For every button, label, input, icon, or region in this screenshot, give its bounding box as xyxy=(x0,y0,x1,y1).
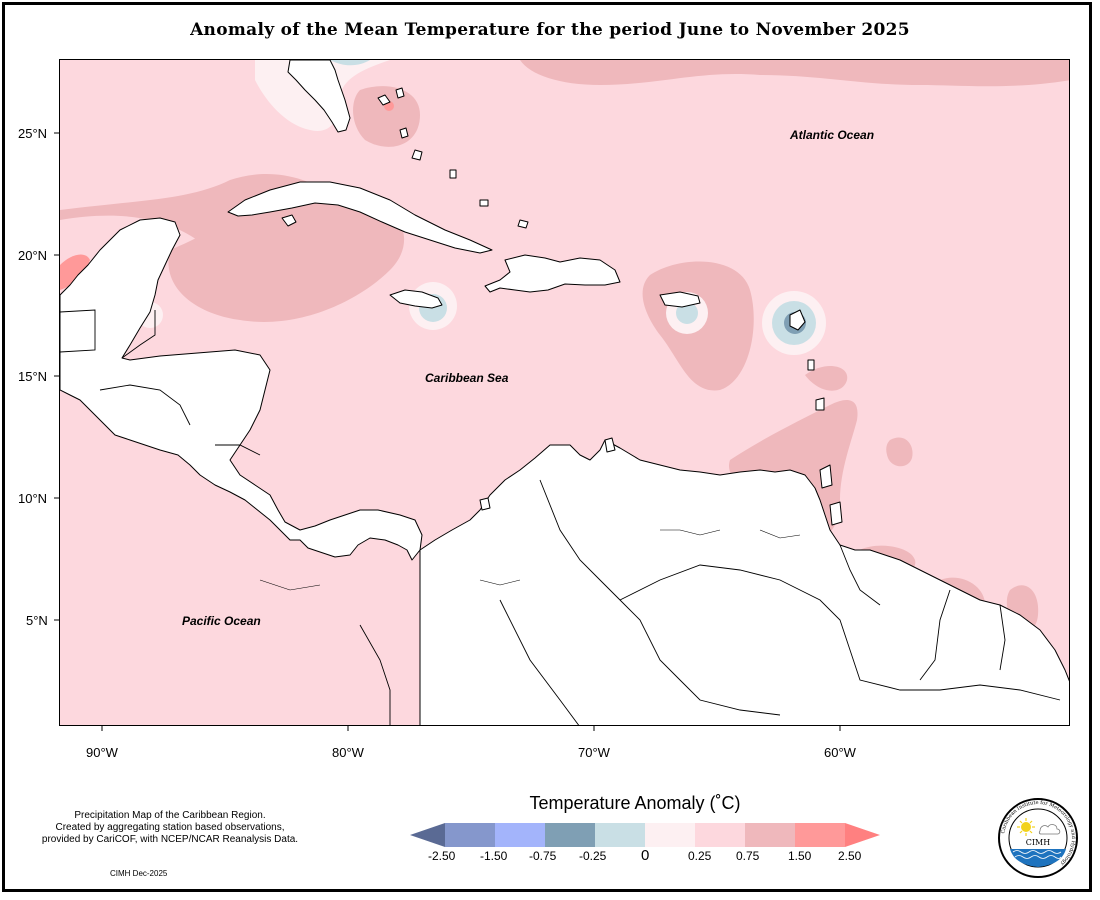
logo-text: CIMH xyxy=(1026,838,1050,847)
legend-label-6: 0.75 xyxy=(736,849,760,863)
lat-tick-20n: 20°N xyxy=(18,248,48,263)
caribbean-sea-label: Caribbean Sea xyxy=(425,371,509,385)
anomaly-map: Atlantic Ocean Caribbean Sea Pacific Oce… xyxy=(59,59,1070,726)
sun-icon xyxy=(1017,818,1035,836)
legend-swatch-7 xyxy=(745,823,795,847)
credits: Precipitation Map of the Caribbean Regio… xyxy=(10,810,330,846)
cimh-logo: CIMH Caribbean Institute for Meteorology… xyxy=(997,797,1079,883)
map-canvas xyxy=(60,60,1069,725)
legend-title: Temperature Anomaly (˚C) xyxy=(529,793,741,813)
legend-swatch-8 xyxy=(795,823,845,847)
cloud-icon xyxy=(1038,824,1061,835)
legend-label-7: 1.50 xyxy=(788,849,812,863)
legend-label-1: -1.50 xyxy=(480,849,508,863)
legend-swatch-3 xyxy=(545,823,595,847)
pacific-ocean-label: Pacific Ocean xyxy=(182,614,261,628)
legend-label-4: 0 xyxy=(641,847,650,864)
land-masses xyxy=(60,60,1069,725)
legend-label-3: -0.25 xyxy=(579,849,607,863)
credit-date: CIMH Dec-2025 xyxy=(110,869,168,878)
legend-swatch-9 xyxy=(845,823,880,847)
legend-swatch-6 xyxy=(695,823,745,847)
coast-detail xyxy=(259,529,801,591)
map-title: Anomaly of the Mean Temperature for the … xyxy=(190,20,910,40)
atlantic-ocean-label: Atlantic Ocean xyxy=(790,128,875,142)
legend-label-8: 2.50 xyxy=(838,849,862,863)
lon-tick-80w: 80°W xyxy=(332,745,364,760)
legend-swatch-5 xyxy=(645,823,695,847)
legend-swatch-0 xyxy=(410,823,445,847)
lat-tick-10n: 10°N xyxy=(18,491,48,506)
legend-swatch-1 xyxy=(445,823,495,847)
credits-line-3: provided by CariCOF, with NCEP/NCAR Rean… xyxy=(41,834,299,845)
legend-swatch-4 xyxy=(595,823,645,847)
country-borders xyxy=(60,309,1061,725)
lon-tick-60w: 60°W xyxy=(824,745,856,760)
lon-tick-70w: 70°W xyxy=(578,745,610,760)
legend-colorbar xyxy=(410,823,880,847)
credits-line-1: Precipitation Map of the Caribbean Regio… xyxy=(74,810,266,821)
color-legend xyxy=(410,823,890,857)
legend-label-0: -2.50 xyxy=(428,849,456,863)
lon-tick-90w: 90°W xyxy=(86,745,118,760)
lat-tick-25n: 25°N xyxy=(18,126,48,141)
legend-swatch-2 xyxy=(495,823,545,847)
waves-icon xyxy=(1010,849,1066,867)
legend-label-2: -0.75 xyxy=(529,849,557,863)
credits-line-2: Created by aggregating station based obs… xyxy=(55,822,285,833)
lat-tick-5n: 5°N xyxy=(26,613,48,628)
legend-label-5: 0.25 xyxy=(688,849,712,863)
lat-tick-15n: 15°N xyxy=(18,369,48,384)
